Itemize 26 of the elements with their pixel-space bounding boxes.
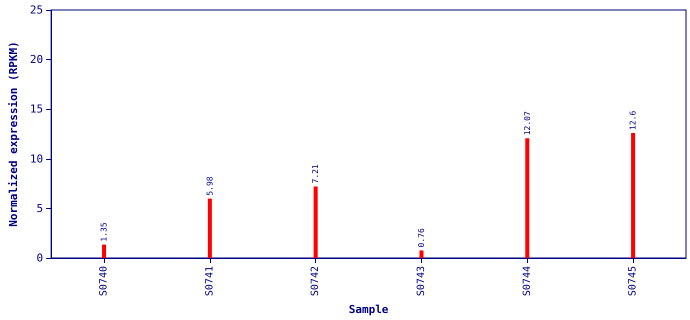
x-tick-label: S0744 [522,266,533,296]
x-tick-label: S0742 [310,266,322,296]
data-label: 0.76 [416,228,426,248]
y-tick-label: 0 [36,251,44,264]
data-label: 1.35 [100,222,109,242]
bar [419,250,424,258]
bar [631,133,636,258]
y-tick-label: 25 [30,4,44,16]
bar [314,186,318,258]
y-tick-label: 10 [30,152,44,166]
x-tick-label: S0741 [204,266,216,296]
y-axis-title: Normalized expression (RPKM) [7,41,20,227]
data-label: 12.6 [628,110,638,130]
bar [102,244,106,258]
y-tick-label: 15 [30,102,44,116]
bar [525,138,530,258]
y-tick-label: 20 [30,53,44,66]
x-tick-label: S0743 [416,266,427,296]
data-label: 5.98 [205,176,214,196]
data-label: 7.21 [311,164,320,184]
x-tick-label: S0740 [98,266,110,296]
data-label: 12.07 [522,111,532,136]
x-tick-label: S0745 [628,266,639,296]
bar [208,198,212,258]
y-tick-label: 5 [36,202,44,215]
x-axis-title: Sample [348,303,389,316]
